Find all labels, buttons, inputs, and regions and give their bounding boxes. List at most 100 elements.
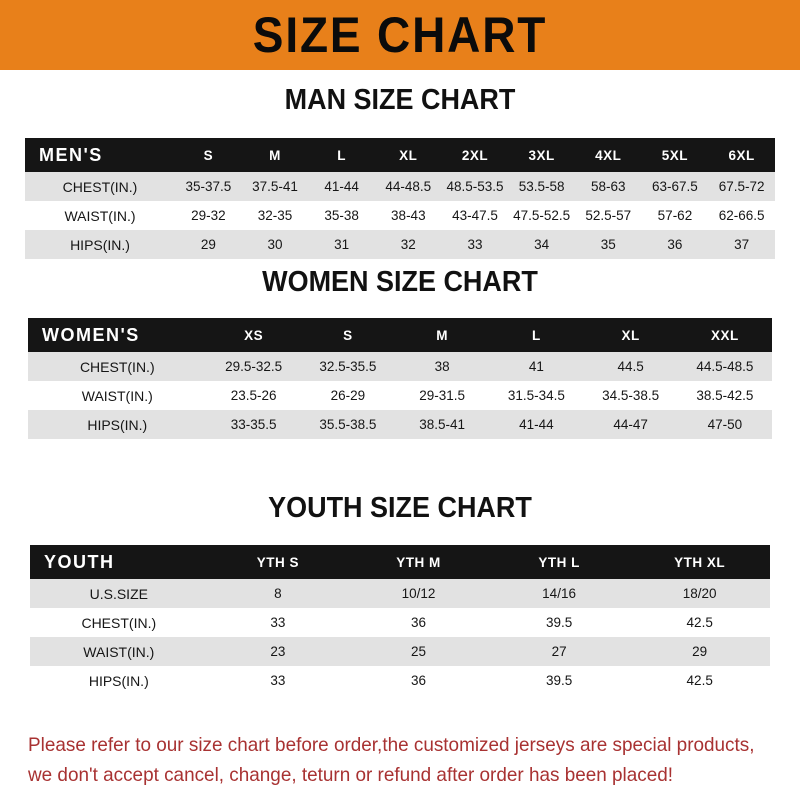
table-cell: 47-50 (707, 417, 743, 432)
page-title: SIZE CHART (252, 7, 548, 63)
table-cell: 33 (270, 615, 286, 630)
table-cell: 58-63 (591, 179, 626, 194)
table-cell: 29.5-32.5 (225, 359, 283, 374)
man-size-table-wrap: MEN'S S M L XL 2XL 3XL 4XL 5XL 6XL CHEST(IN.) 35-37… (25, 138, 775, 259)
order-policy-line-2: we don't accept cancel, change, teturn o… (28, 764, 674, 786)
women-size-table-wrap: WOMEN'S XS S M L XL XXL CHEST(IN.) 29.5-32.5 32.5… (28, 318, 772, 439)
table-cell: 27 (551, 644, 567, 659)
column-header: S (343, 327, 353, 343)
table-cell: 44-47 (613, 417, 648, 432)
table-cell: 34 (534, 237, 550, 252)
table-row: U.S.SIZE 8 10/12 14/16 18/20 (30, 579, 770, 608)
table-cell: 10/12 (401, 586, 436, 601)
youth-size-table: YOUTH YTH S YTH M YTH L YTH XL U.S.SIZE 8 10/12… (30, 545, 770, 695)
column-header: XS (244, 327, 264, 343)
table-cell: 30 (267, 237, 283, 252)
table-cell: 41 (528, 359, 544, 374)
table-row: WAIST(IN.) 23.5-26 26-29 29-31.5 31.5-34.5 34… (28, 381, 772, 410)
man-section-title: MAN SIZE CHART (284, 84, 516, 116)
table-cell: 29 (200, 237, 216, 252)
table-cell: 44.5-48.5 (696, 359, 754, 374)
table-cell: 41-44 (519, 417, 554, 432)
column-header: 3XL (528, 147, 555, 163)
table-header-row: YOUTH YTH S YTH M YTH L YTH XL (30, 545, 770, 579)
table-row: WAIST(IN.) 29-32 32-35 35-38 38-43 43-47.5 47.… (25, 201, 775, 230)
row-label: WAIST(IN.) (64, 207, 136, 224)
table-cell: 29-31.5 (419, 388, 466, 403)
row-label: CHEST(IN.) (62, 178, 138, 195)
table-corner-label: YOUTH (44, 551, 115, 572)
table-cell: 18/20 (682, 586, 717, 601)
column-header: 2XL (461, 147, 489, 163)
table-cell: 33 (270, 673, 286, 688)
column-header: 4XL (595, 147, 622, 163)
table-cell: 63-67.5 (652, 179, 698, 194)
column-header: S (203, 147, 214, 163)
man-size-table: MEN'S S M L XL 2XL 3XL 4XL 5XL 6XL CHEST(IN.) 35-37… (25, 138, 775, 259)
table-cell: 38.5-42.5 (696, 388, 754, 403)
table-cell: 32-35 (257, 208, 293, 223)
table-cell: 42.5 (686, 615, 713, 630)
table-corner-label: MEN'S (39, 144, 103, 165)
man-table-body: MEN'S S M L XL 2XL 3XL 4XL 5XL 6XL CHEST(IN.) 35-37… (25, 138, 775, 259)
table-cell: 8 (274, 586, 282, 601)
table-cell: 67.5-72 (718, 179, 765, 194)
column-header: XL (399, 147, 418, 163)
table-cell: 32.5-35.5 (319, 359, 377, 374)
table-cell: 37.5-41 (252, 179, 298, 194)
table-cell: 29-32 (191, 208, 226, 223)
table-cell: 31 (334, 237, 350, 252)
table-cell: 35-38 (324, 208, 359, 223)
table-cell: 14/16 (542, 586, 576, 601)
table-cell: 36 (667, 237, 683, 252)
row-label: CHEST(IN.) (81, 614, 157, 631)
column-header: 5XL (661, 147, 689, 163)
table-cell: 39.5 (545, 673, 573, 688)
table-cell: 38-43 (391, 208, 426, 223)
row-label: HIPS(IN.) (88, 672, 149, 689)
table-cell: 35.5-38.5 (319, 417, 377, 432)
table-cell: 42.5 (686, 673, 713, 688)
column-header: YTH S (256, 554, 300, 570)
youth-size-table-wrap: YOUTH YTH S YTH M YTH L YTH XL U.S.SIZE 8 10/12… (30, 545, 770, 695)
table-cell: 29 (692, 644, 708, 659)
table-row: CHEST(IN.) 33 36 39.5 42.5 (30, 608, 770, 637)
table-cell: 23 (270, 644, 286, 659)
table-cell: 44.5 (617, 359, 644, 374)
table-cell: 36 (410, 615, 426, 630)
table-cell: 33-35.5 (230, 417, 277, 432)
column-header: L (531, 327, 541, 343)
table-cell: 38.5-41 (419, 417, 466, 432)
table-header-row: MEN'S S M L XL 2XL 3XL 4XL 5XL 6XL (25, 138, 775, 172)
youth-table-body: YOUTH YTH S YTH M YTH L YTH XL U.S.SIZE 8 10/12… (30, 545, 770, 695)
table-cell: 35 (600, 237, 616, 252)
table-cell: 57-62 (657, 208, 693, 223)
table-cell: 44-48.5 (385, 179, 432, 194)
page-banner: SIZE CHART (0, 0, 800, 70)
table-cell: 33 (467, 237, 483, 252)
table-cell: 52.5-57 (585, 208, 632, 223)
row-label: CHEST(IN.) (79, 358, 155, 375)
table-cell: 26-29 (330, 388, 366, 403)
column-header: 6XL (728, 147, 755, 163)
column-header: YTH M (396, 554, 441, 570)
table-cell: 25 (410, 644, 426, 659)
women-section-title: WOMEN SIZE CHART (262, 266, 538, 298)
table-cell: 31.5-34.5 (507, 388, 565, 403)
table-cell: 35-37.5 (185, 179, 232, 194)
table-row: WAIST(IN.) 23 25 27 29 (30, 637, 770, 666)
column-header: M (436, 327, 448, 343)
table-cell: 41-44 (324, 179, 359, 194)
table-cell: 47.5-52.5 (513, 208, 571, 223)
table-cell: 48.5-53.5 (446, 179, 504, 194)
row-label: HIPS(IN.) (87, 416, 148, 433)
column-header: YTH L (538, 554, 580, 570)
column-header: XL (621, 327, 640, 343)
table-cell: 23.5-26 (230, 388, 277, 403)
table-cell: 62-66.5 (718, 208, 765, 223)
table-cell: 43-47.5 (452, 208, 498, 223)
row-label: U.S.SIZE (89, 585, 148, 602)
column-header: M (269, 147, 281, 163)
order-policy-line-1: Please refer to our size chart before or… (28, 734, 755, 756)
order-policy-note: Please refer to our size chart before or… (28, 730, 756, 790)
